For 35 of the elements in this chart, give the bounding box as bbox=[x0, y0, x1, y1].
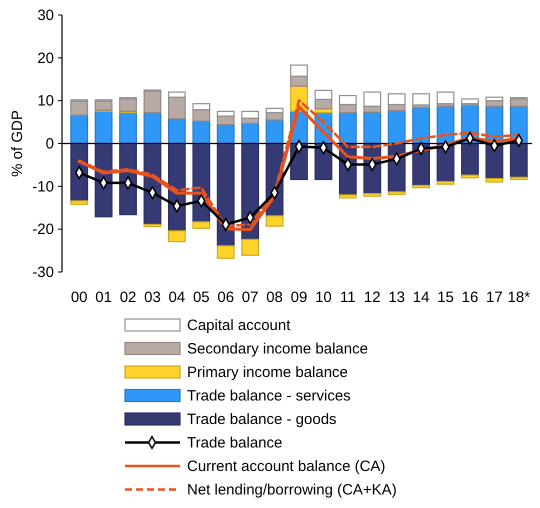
y-tick-label: 20 bbox=[37, 50, 54, 67]
legend-label: Current account balance (CA) bbox=[187, 458, 386, 475]
y-tick-label: -20 bbox=[32, 221, 54, 238]
legend-label: Primary income balance bbox=[187, 364, 348, 381]
x-tick-label: 17 bbox=[486, 289, 503, 306]
x-tick-label: 03 bbox=[144, 289, 161, 306]
y-axis-title: % of GDP bbox=[9, 110, 26, 177]
x-tick-label: 12 bbox=[364, 289, 381, 306]
legend-label: Trade balance bbox=[187, 434, 282, 452]
x-tick-label: 05 bbox=[192, 289, 210, 306]
x-tick-label: 18* bbox=[508, 289, 530, 306]
x-tick-label: 07 bbox=[242, 289, 258, 306]
x-tick-label: 08 bbox=[266, 289, 283, 306]
legend-label: Secondary income balance bbox=[187, 340, 368, 358]
y-tick-label: 0 bbox=[46, 136, 54, 152]
legend-label: Net lending/borrowing (CA+KA) bbox=[187, 482, 397, 498]
legend-label: Trade balance - goods bbox=[187, 411, 337, 428]
x-tick-label: 13 bbox=[388, 289, 406, 306]
y-tick-label: -30 bbox=[32, 264, 54, 281]
legend-label: Trade balance - services bbox=[187, 388, 351, 404]
y-tick-label: -10 bbox=[32, 178, 54, 196]
x-tick-label: 14 bbox=[412, 289, 430, 306]
x-tick-label: 00 bbox=[70, 289, 88, 306]
y-tick-label: 10 bbox=[37, 92, 54, 110]
x-tick-label: 06 bbox=[217, 289, 234, 306]
x-tick-label: 09 bbox=[290, 289, 308, 306]
x-tick-label: 01 bbox=[95, 289, 112, 306]
x-tick-label: 10 bbox=[315, 289, 332, 306]
x-tick-label: 04 bbox=[168, 289, 186, 306]
x-tick-label: 15 bbox=[437, 289, 454, 306]
x-tick-label: 02 bbox=[120, 289, 136, 306]
y-tick-label: 30 bbox=[37, 7, 54, 24]
legend-label: Capital account bbox=[187, 317, 292, 334]
x-tick-label: 16 bbox=[462, 289, 478, 306]
x-tick-label: 11 bbox=[340, 289, 356, 306]
